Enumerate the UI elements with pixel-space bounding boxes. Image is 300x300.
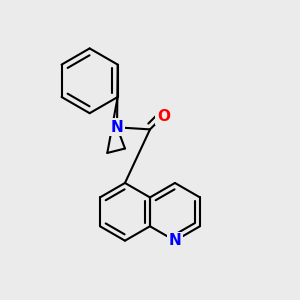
Text: O: O — [157, 109, 170, 124]
Text: N: N — [111, 120, 123, 135]
Text: N: N — [169, 233, 181, 248]
